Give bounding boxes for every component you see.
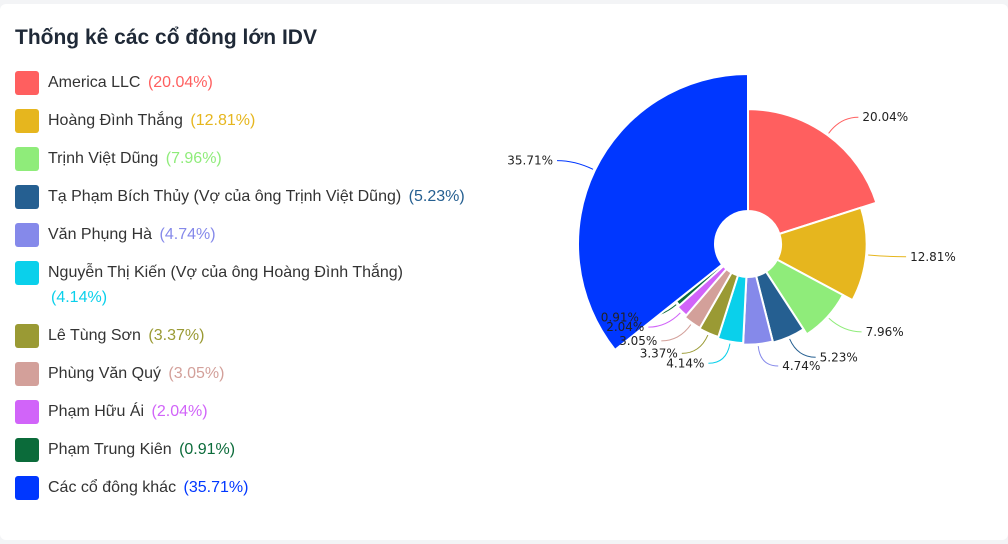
legend-item[interactable]: Trịnh Việt Dũng (7.96%): [15, 146, 465, 171]
data-label: 3.05%: [619, 334, 657, 348]
data-label: 4.14%: [666, 356, 704, 370]
legend-percent: (4.14%): [51, 289, 108, 306]
legend-swatch: [15, 362, 39, 386]
legend-percent: (12.81%): [190, 112, 256, 129]
legend-swatch: [15, 261, 39, 285]
data-label: 2.04%: [606, 320, 644, 334]
legend-item[interactable]: America LLC (20.04%): [15, 70, 465, 95]
legend-name: Nguyễn Thị Kiến (Vợ của ông Hoàng Đình T…: [48, 264, 404, 281]
pie-chart: 20.04% 12.81% 7.96% 5.23%4.74% 4.14%3.37%3.0…: [507, 72, 956, 373]
legend-label: Văn Phụng Hà (4.74%): [48, 222, 216, 247]
leader-line: [828, 317, 862, 333]
legend-label: Lê Tùng Sơn (3.37%): [48, 323, 204, 348]
legend-label: Phạm Trung Kiên (0.91%): [48, 437, 235, 462]
chart-card: Thống kê các cổ đông lớn IDV America LLC…: [0, 4, 1008, 540]
legend-item[interactable]: Hoàng Đình Thắng (12.81%): [15, 108, 465, 133]
legend-percent: (2.04%): [151, 403, 208, 420]
legend-item[interactable]: Phạm Trung Kiên (0.91%): [15, 437, 465, 462]
pie-slice[interactable]: [775, 206, 868, 302]
legend-label: Hoàng Đình Thắng (12.81%): [48, 108, 255, 133]
leader-line: [648, 312, 681, 328]
legend-label: America LLC (20.04%): [48, 70, 213, 95]
leader-line: [789, 338, 816, 358]
legend-item[interactable]: Lê Tùng Sơn (3.37%): [15, 323, 465, 348]
legend-percent: (4.74%): [159, 226, 216, 243]
legend-name: Văn Phụng Hà: [48, 226, 153, 243]
leader-line: [681, 334, 709, 354]
legend-item[interactable]: Tạ Phạm Bích Thủy (Vợ của ông Trịnh Việt…: [15, 184, 465, 209]
legend-percent: (3.37%): [148, 327, 205, 344]
legend-item[interactable]: Phạm Hữu Ái (2.04%): [15, 399, 465, 424]
legend-label: Nguyễn Thị Kiến (Vợ của ông Hoàng Đình T…: [48, 260, 465, 310]
chart-area: 20.04% 12.81% 7.96% 5.23% 4.74% 4.14% 3.37% 3.0…: [480, 4, 1008, 544]
legend-swatch: [15, 147, 39, 171]
legend-name: Trịnh Việt Dũng: [48, 150, 159, 167]
data-label: 4.74%: [782, 359, 820, 373]
legend-item[interactable]: Phùng Văn Quý (3.05%): [15, 361, 465, 386]
legend-name: Các cổ đông khác: [48, 479, 177, 496]
legend-percent: (20.04%): [147, 74, 213, 91]
leader-line: [868, 254, 907, 258]
legend-item[interactable]: Các cổ đông khác (35.71%): [15, 475, 465, 500]
leader-line: [828, 116, 859, 134]
legend-label: Phùng Văn Quý (3.05%): [48, 361, 224, 386]
leader-line: [557, 160, 594, 170]
leader-line: [708, 343, 731, 364]
legend-name: Tạ Phạm Bích Thủy (Vợ của ông Trịnh Việt…: [48, 188, 402, 205]
legend-name: Phạm Trung Kiên: [48, 441, 172, 458]
legend-swatch: [15, 71, 39, 95]
data-label: 7.96%: [866, 325, 904, 339]
legend-swatch: [15, 400, 39, 424]
legend-name: Phạm Hữu Ái: [48, 403, 145, 420]
legend-swatch: [15, 109, 39, 133]
legend: America LLC (20.04%) Hoàng Đình Thắng (12…: [15, 70, 465, 513]
data-label: 12.81%: [910, 250, 956, 264]
legend-label: Phạm Hữu Ái (2.04%): [48, 399, 208, 424]
pie-slice[interactable]: [747, 108, 878, 236]
legend-swatch: [15, 438, 39, 462]
leader-line: [757, 346, 779, 367]
legend-label: Trịnh Việt Dũng (7.96%): [48, 146, 222, 171]
chart-title: Thống kê các cổ đông lớn IDV: [15, 26, 317, 49]
legend-percent: (35.71%): [183, 479, 249, 496]
legend-swatch: [15, 324, 39, 348]
data-label: 20.04%: [862, 110, 908, 124]
legend-name: Hoàng Đình Thắng: [48, 112, 183, 129]
legend-name: Lê Tùng Sơn: [48, 327, 141, 344]
data-label: 3.37%: [640, 346, 678, 360]
legend-label: Các cổ đông khác (35.71%): [48, 475, 248, 500]
legend-item[interactable]: Nguyễn Thị Kiến (Vợ của ông Hoàng Đình T…: [15, 260, 465, 310]
leader-line: [661, 324, 692, 342]
data-label: 0.91%: [601, 311, 639, 325]
pie-slice[interactable]: [764, 258, 845, 336]
legend-label: Tạ Phạm Bích Thủy (Vợ của ông Trịnh Việt…: [48, 184, 465, 209]
legend-swatch: [15, 185, 39, 209]
legend-item[interactable]: Văn Phụng Hà (4.74%): [15, 222, 465, 247]
legend-swatch: [15, 476, 39, 500]
pie-slice[interactable]: [577, 72, 749, 352]
legend-percent: (0.91%): [179, 441, 236, 458]
data-label: 35.71%: [507, 154, 553, 168]
legend-percent: (5.23%): [408, 188, 465, 205]
data-label: 5.23%: [820, 350, 858, 364]
legend-swatch: [15, 223, 39, 247]
legend-percent: (3.05%): [168, 365, 225, 382]
legend-percent: (7.96%): [165, 150, 222, 167]
legend-name: Phùng Văn Quý: [48, 365, 161, 382]
legend-name: America LLC: [48, 74, 141, 91]
